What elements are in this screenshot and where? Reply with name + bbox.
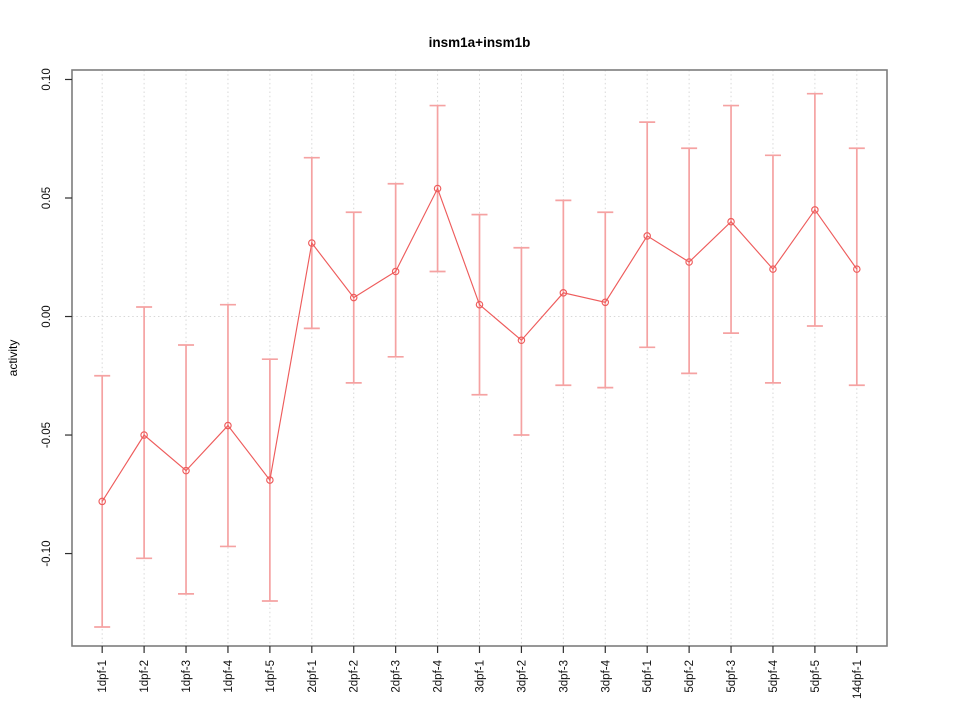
data-points-layer	[98, 184, 861, 506]
y-tick-label: -0.05	[41, 422, 53, 448]
data-point	[475, 300, 484, 309]
x-tick-label: 1dpf-2	[139, 660, 151, 693]
data-point	[601, 298, 610, 307]
x-tick-label: 3dpf-3	[558, 660, 570, 693]
x-tick-label: 1dpf-5	[265, 660, 277, 693]
data-point	[685, 258, 693, 266]
data-point	[433, 184, 442, 193]
y-tick-label: 0.00	[41, 305, 53, 327]
y-axis-title: activity	[6, 340, 20, 377]
data-point	[182, 466, 190, 475]
data-point	[140, 431, 148, 439]
x-tick-label: 1dpf-3	[181, 660, 193, 693]
data-point	[517, 336, 526, 344]
x-tick-label: 2dpf-2	[349, 660, 361, 693]
x-tick-label: 5dpf-3	[726, 660, 738, 693]
data-point	[349, 293, 358, 302]
x-tick-label: 2dpf-3	[391, 660, 403, 693]
data-point	[266, 476, 274, 484]
x-tick-label: 5dpf-1	[642, 660, 654, 693]
data-point	[559, 289, 568, 297]
x-tick-label: 14dpf-1	[852, 660, 864, 699]
data-point	[308, 239, 316, 247]
data-point	[811, 206, 819, 214]
data-point	[98, 497, 106, 506]
data-point	[727, 217, 735, 226]
x-tick-label: 1dpf-4	[223, 659, 235, 692]
y-tick-label: 0.10	[41, 68, 53, 90]
data-point	[391, 267, 400, 276]
y-tick-label: 0.05	[41, 187, 53, 209]
x-tick-label: 3dpf-1	[475, 660, 487, 693]
data-point	[769, 265, 777, 273]
series-line	[101, 187, 858, 502]
chart-title: insm1a+insm1b	[429, 35, 531, 50]
x-tick-label: 5dpf-5	[810, 660, 822, 693]
data-point	[643, 232, 651, 240]
axis-ticks-layer	[65, 78, 858, 653]
x-tick-label: 3dpf-4	[600, 659, 612, 692]
x-tick-label: 2dpf-4	[433, 659, 445, 692]
y-tick-label: -0.10	[41, 540, 53, 566]
x-tick-label: 5dpf-4	[768, 659, 780, 692]
x-tick-label: 5dpf-2	[684, 660, 696, 693]
x-tick-label: 3dpf-2	[516, 660, 528, 693]
x-tick-label: 1dpf-1	[97, 660, 109, 693]
series-line-layer	[101, 187, 858, 502]
tick-labels-layer: -0.10 -0.05 0.00 0.05 0.10 1dpf-1 1dpf-2 1dpf-3…	[41, 68, 864, 699]
data-point	[224, 421, 232, 430]
data-point	[853, 265, 861, 273]
x-tick-label: 2dpf-1	[307, 660, 319, 693]
